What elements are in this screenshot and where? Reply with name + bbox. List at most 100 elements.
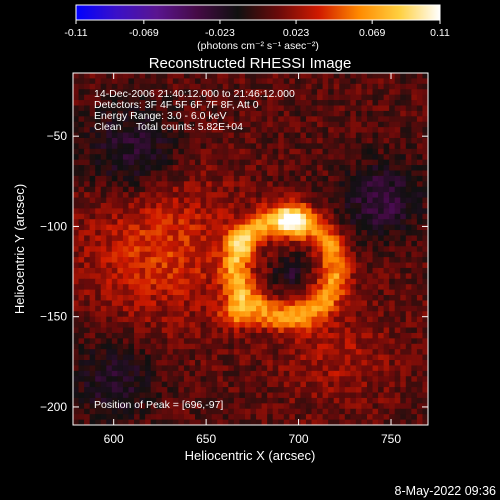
heatmap-cell <box>272 300 279 307</box>
heatmap-cell <box>233 197 241 204</box>
heatmap-cell <box>256 300 263 307</box>
heatmap-cell <box>73 278 80 285</box>
heatmap-cell <box>183 322 191 329</box>
heatmap-cell <box>167 219 174 226</box>
heatmap-cell <box>300 305 307 312</box>
heatmap-cell <box>206 170 213 177</box>
heatmap-cell <box>339 105 346 112</box>
heatmap-cell <box>333 73 340 80</box>
heatmap-cell <box>400 403 407 410</box>
heatmap-cell <box>378 360 385 367</box>
heatmap-cell <box>322 316 329 323</box>
heatmap-cell <box>256 94 263 101</box>
heatmap-cell <box>305 100 313 107</box>
heatmap-cell <box>156 267 163 274</box>
heatmap-cell <box>134 278 141 285</box>
heatmap-cell <box>328 186 335 193</box>
heatmap-cell <box>134 208 141 215</box>
heatmap-cell <box>183 127 191 134</box>
heatmap-cell <box>389 284 396 291</box>
heatmap-cell <box>183 105 191 112</box>
heatmap-cell <box>211 186 218 193</box>
heatmap-cell <box>239 246 246 253</box>
heatmap-cell <box>278 192 285 199</box>
heatmap-cell <box>228 143 235 150</box>
heatmap-cell <box>272 105 279 112</box>
x-tick-label: 600 <box>104 432 124 446</box>
heatmap-cell <box>278 327 285 334</box>
heatmap-cell <box>239 219 246 226</box>
heatmap-cell <box>239 230 246 237</box>
heatmap-cell <box>150 332 157 339</box>
heatmap-cell <box>422 110 428 117</box>
heatmap-cell <box>411 392 418 399</box>
heatmap-cell <box>111 127 118 134</box>
heatmap-cell <box>100 267 107 274</box>
heatmap-cell <box>100 235 107 242</box>
heatmap-cell <box>167 246 174 253</box>
heatmap-cell <box>145 338 152 345</box>
heatmap-cell <box>267 403 274 410</box>
heatmap-cell <box>233 397 241 404</box>
heatmap-cell <box>122 295 130 302</box>
heatmap-cell <box>378 414 385 421</box>
heatmap-cell <box>400 224 407 231</box>
heatmap-cell <box>311 419 318 425</box>
heatmap-cell <box>84 381 91 388</box>
heatmap-cell <box>250 137 257 144</box>
heatmap-cell <box>272 170 279 177</box>
heatmap-cell <box>305 197 313 204</box>
heatmap-cell <box>261 327 268 334</box>
heatmap-cell <box>139 246 146 253</box>
heatmap-cell <box>206 414 213 421</box>
heatmap-cell <box>317 132 324 139</box>
heatmap-cell <box>206 332 213 339</box>
heatmap-cell <box>355 251 363 258</box>
heatmap-cell <box>150 246 157 253</box>
heatmap-cell <box>106 397 113 404</box>
heatmap-cell <box>344 332 351 339</box>
heatmap-cell <box>145 213 152 220</box>
heatmap-cell <box>294 273 302 280</box>
heatmap-cell <box>206 78 213 85</box>
heatmap-cell <box>411 192 418 199</box>
heatmap-cell <box>383 370 390 377</box>
heatmap-cell <box>416 224 424 231</box>
heatmap-cell <box>183 376 191 383</box>
heatmap-cell <box>317 387 324 394</box>
heatmap-cell <box>294 208 302 215</box>
heatmap-cell <box>305 343 313 350</box>
heatmap-cell <box>222 132 229 139</box>
heatmap-cell <box>156 105 163 112</box>
heatmap-cell <box>394 365 401 372</box>
heatmap-cell <box>111 403 118 410</box>
heatmap-cell <box>78 78 85 85</box>
heatmap-cell <box>383 376 390 383</box>
heatmap-cell <box>350 289 357 296</box>
heatmap-cell <box>134 159 141 166</box>
heatmap-cell <box>311 132 318 139</box>
heatmap-cell <box>389 414 396 421</box>
heatmap-cell <box>78 408 85 415</box>
heatmap-cell <box>416 419 424 425</box>
heatmap-cell <box>394 278 401 285</box>
heatmap-cell <box>389 224 396 231</box>
heatmap-cell <box>394 316 401 323</box>
heatmap-cell <box>355 224 363 231</box>
heatmap-cell <box>256 332 263 339</box>
heatmap-cell <box>183 175 191 182</box>
heatmap-cell <box>178 403 185 410</box>
heatmap-cell <box>122 322 130 329</box>
heatmap-cell <box>344 289 351 296</box>
heatmap-cell <box>311 251 318 258</box>
heatmap-cell <box>411 89 418 96</box>
heatmap-cell <box>222 230 229 237</box>
heatmap-cell <box>283 105 290 112</box>
heatmap-cell <box>111 370 118 377</box>
heatmap-cell <box>339 397 346 404</box>
heatmap-cell <box>89 365 96 372</box>
heatmap-cell <box>317 381 324 388</box>
heatmap-cell <box>145 262 152 269</box>
heatmap-cell <box>289 316 296 323</box>
heatmap-cell <box>378 370 385 377</box>
